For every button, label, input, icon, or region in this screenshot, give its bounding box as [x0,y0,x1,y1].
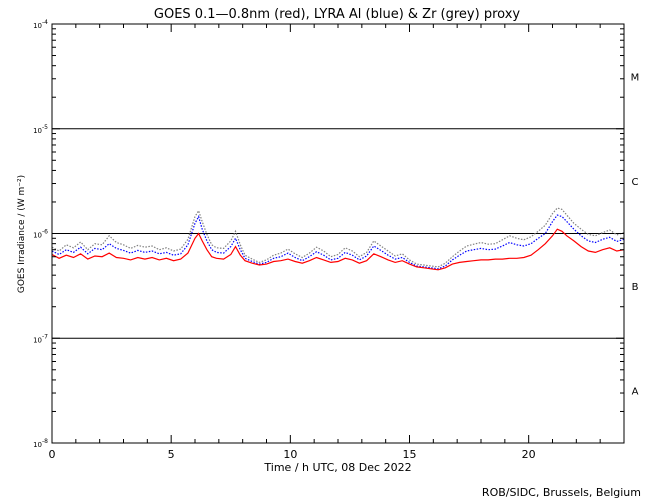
series-line [51,228,625,271]
flare-class-label: M [631,72,640,83]
x-tick-label: 10 [283,448,297,461]
flare-class-labels: M C B A [631,72,640,397]
flare-class-lines [52,128,624,339]
flare-class-label: A [632,387,639,398]
y-tick-label: 10-4 [33,19,48,30]
y-tick-label: 10-8 [33,438,48,449]
x-tick-label: 0 [49,448,56,461]
flare-class-label: B [632,282,639,293]
data-series [51,207,625,271]
credit-text: ROB/SIDC, Brussels, Belgium [482,486,641,499]
x-axis: 0 5 10 15 20 [49,24,625,461]
y-tick-label: 10-6 [33,229,48,240]
y-tick-label: 10-5 [33,124,48,135]
y-axis: 10-8 10-7 10-6 10-5 10-4 [33,19,624,449]
x-tick-label: 20 [522,448,536,461]
series-line [51,214,625,270]
y-tick-label: 10-7 [33,333,48,344]
x-tick-label: 5 [168,448,175,461]
y-axis-label: GOES Irradiance / (W m⁻²) [17,175,27,293]
x-axis-label: Time / h UTC, 08 Dec 2022 [263,461,411,474]
flare-class-label: C [632,177,639,188]
chart-title: GOES 0.1—0.8nm (red), LYRA Al (blue) & Z… [154,7,520,22]
x-tick-label: 15 [403,448,417,461]
series-line [51,207,625,268]
